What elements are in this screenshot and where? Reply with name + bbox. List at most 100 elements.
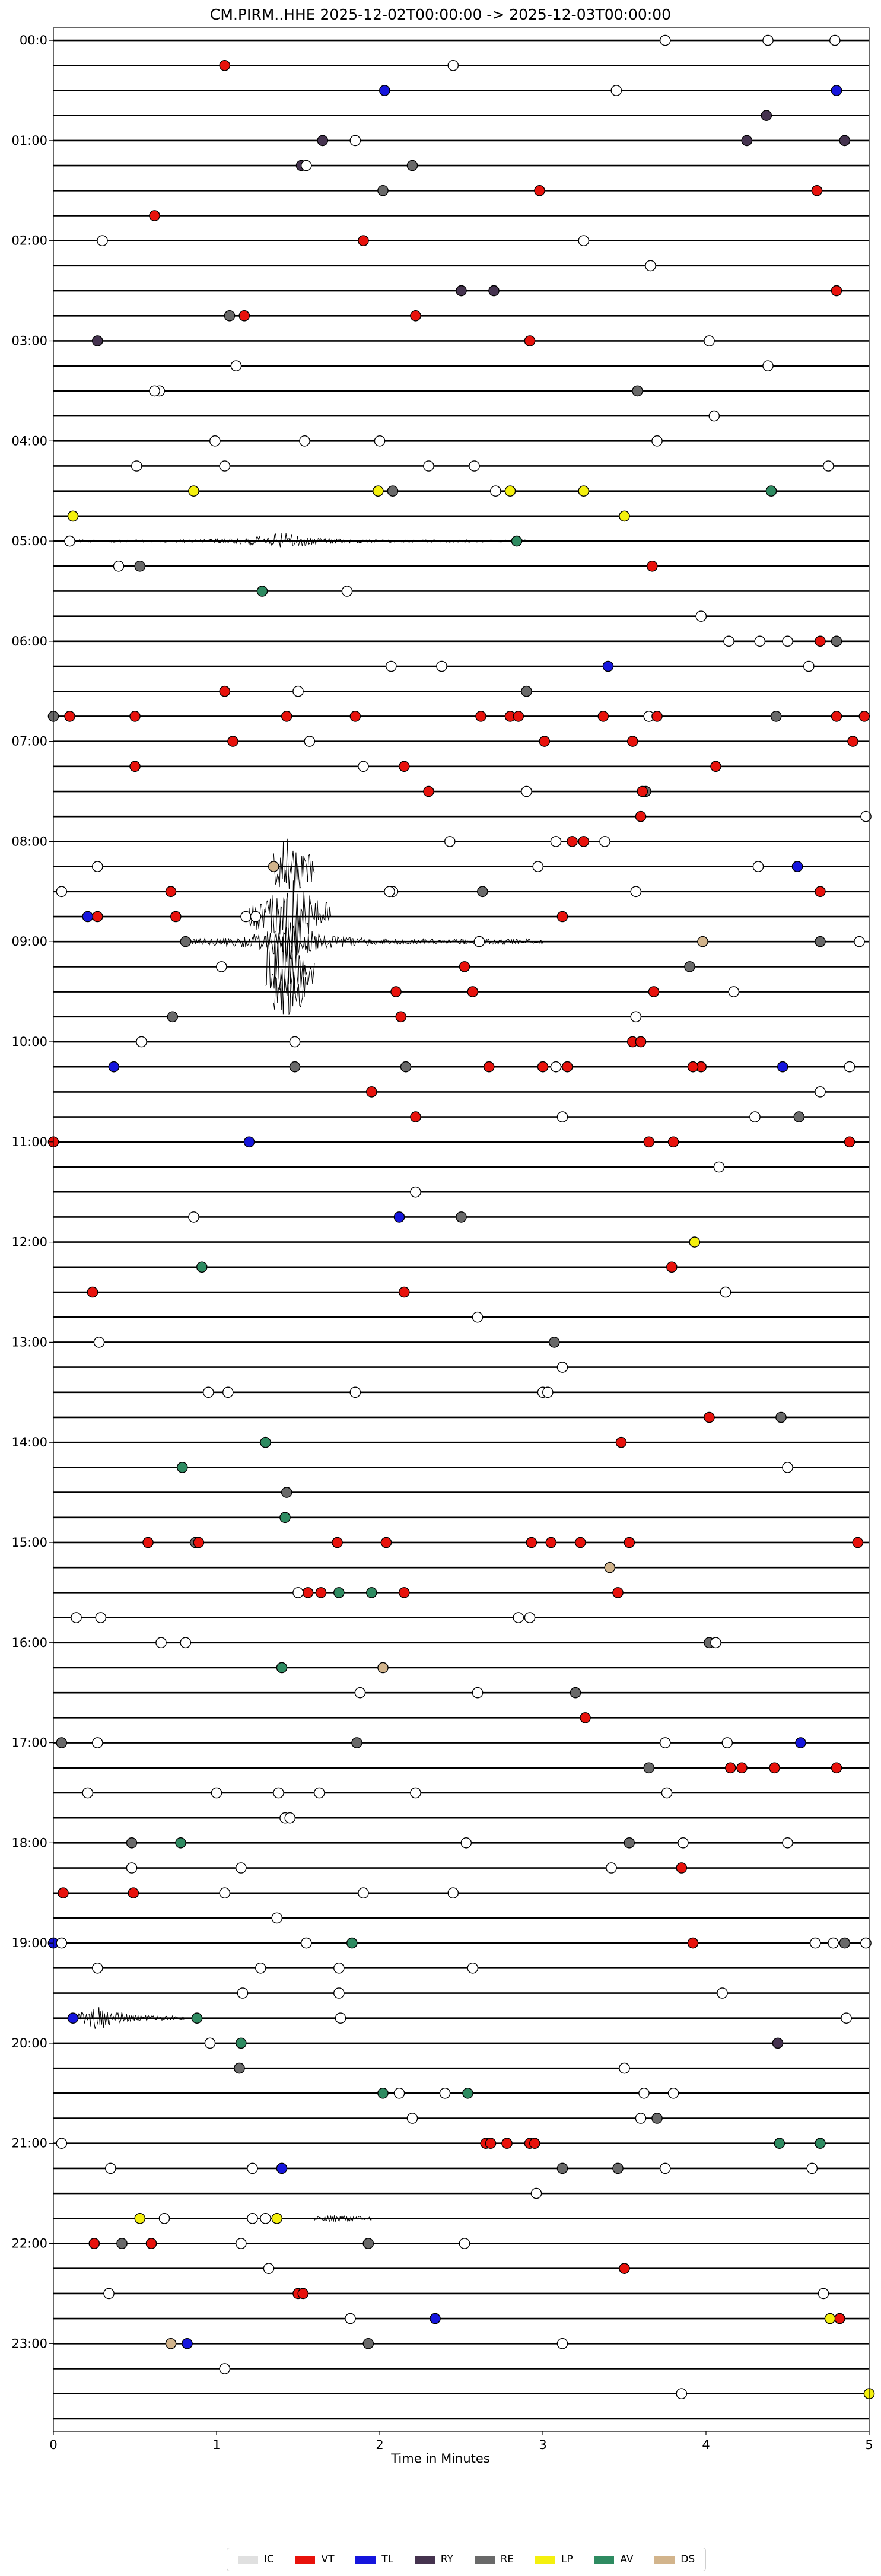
event-marker-re	[624, 1837, 635, 1849]
event-marker-re	[289, 1061, 301, 1073]
event-marker-ry	[456, 285, 467, 297]
legend-label: DS	[680, 2553, 695, 2565]
event-marker-ic	[345, 2313, 356, 2324]
event-marker-av	[765, 485, 777, 497]
event-marker-re	[556, 2162, 568, 2174]
event-marker-ic	[578, 235, 590, 247]
y-tick-label: 22:00	[11, 2237, 47, 2251]
event-marker-vt	[395, 1011, 407, 1023]
legend-label: IC	[263, 2553, 274, 2565]
event-marker-ic	[202, 1386, 214, 1398]
event-marker-av	[815, 2138, 826, 2149]
event-marker-ic	[349, 1386, 361, 1398]
event-marker-lp	[67, 510, 79, 522]
event-marker-ic	[678, 1837, 689, 1849]
event-marker-ic	[155, 1637, 167, 1649]
event-marker-ic	[818, 2288, 829, 2300]
event-marker-vt	[834, 2313, 845, 2324]
event-marker-vt	[736, 1762, 748, 1774]
event-marker-ic	[188, 1211, 199, 1223]
event-marker-ic	[354, 1687, 366, 1699]
event-marker-ic	[300, 1937, 312, 1949]
event-marker-ic	[71, 1612, 82, 1623]
event-marker-vt	[145, 2238, 157, 2249]
event-marker-ic	[667, 2087, 679, 2099]
event-marker-ic	[95, 1612, 107, 1623]
waveform-burst	[273, 969, 307, 1015]
event-marker-vt	[847, 736, 858, 747]
event-marker-vt	[475, 711, 486, 722]
x-tick-label: 4	[702, 2438, 710, 2452]
event-marker-vt	[676, 1862, 688, 1874]
event-marker-ry	[91, 335, 103, 346]
legend-label: LP	[561, 2553, 573, 2565]
event-marker-ic	[542, 1386, 554, 1398]
event-marker-ic	[630, 886, 642, 898]
event-marker-vt	[390, 986, 402, 997]
event-marker-ic	[708, 410, 720, 422]
event-marker-re	[770, 711, 782, 722]
event-marker-vt	[710, 761, 721, 772]
event-marker-tl	[243, 1136, 255, 1148]
event-marker-re	[126, 1837, 138, 1849]
event-marker-ds	[697, 936, 708, 947]
event-marker-av	[462, 2087, 473, 2099]
event-marker-ic	[635, 2113, 647, 2124]
event-marker-ic	[406, 2113, 418, 2124]
event-marker-ry	[839, 135, 851, 147]
event-marker-ic	[754, 635, 766, 647]
y-tick-label: 18:00	[11, 1836, 47, 1850]
event-marker-vt	[844, 1136, 855, 1148]
trace-lines	[53, 39, 869, 2420]
y-tick-label: 09:00	[11, 934, 47, 949]
waveform-burst	[249, 880, 331, 953]
event-marker-ic	[204, 2037, 216, 2049]
event-marker-lp	[578, 485, 590, 497]
event-marker-ic	[762, 360, 774, 372]
event-marker-ic	[341, 586, 353, 597]
event-marker-vt	[643, 1136, 655, 1148]
event-marker-ic	[64, 535, 75, 547]
event-marker-ic	[273, 1787, 284, 1799]
legend-item-ds: DS	[654, 2553, 695, 2565]
event-marker-vt	[399, 761, 410, 772]
event-marker-vt	[534, 185, 545, 196]
event-marker-ry	[741, 135, 753, 147]
event-marker-vt	[562, 1061, 573, 1073]
event-marker-ic	[695, 610, 707, 622]
event-marker-ic	[250, 911, 262, 923]
event-marker-ic	[752, 861, 764, 872]
event-marker-ic	[284, 1812, 296, 1824]
event-marker-ic	[444, 836, 456, 847]
legend-swatch	[654, 2555, 675, 2564]
y-tick-label: 07:00	[11, 734, 47, 749]
event-marker-ic	[358, 761, 369, 772]
event-marker-ic	[56, 886, 68, 898]
event-marker-vt	[64, 711, 75, 722]
event-marker-ic	[384, 886, 395, 898]
event-marker-ic	[292, 1587, 304, 1598]
event-marker-ry	[488, 285, 500, 297]
event-marker-ic	[661, 1787, 673, 1799]
event-marker-av	[279, 1512, 291, 1524]
event-marker-vt	[624, 1537, 635, 1548]
event-marker-ic	[235, 2238, 247, 2249]
event-marker-ds	[377, 1662, 389, 1674]
event-marker-ic	[447, 60, 459, 71]
event-marker-av	[235, 2037, 247, 2049]
event-marker-vt	[366, 1086, 377, 1098]
event-marker-ic	[550, 1061, 562, 1073]
event-marker-ic	[460, 1837, 472, 1849]
event-marker-ic	[556, 1362, 568, 1373]
event-marker-re	[793, 1111, 805, 1122]
event-marker-tl	[82, 911, 94, 923]
event-marker-vt	[297, 2288, 309, 2300]
event-marker-ic	[93, 1337, 105, 1348]
event-marker-vt	[302, 1587, 314, 1598]
event-marker-ic	[660, 1737, 671, 1748]
event-marker-ic	[247, 2212, 258, 2224]
event-marker-ic	[103, 2288, 115, 2300]
event-marker-vt	[129, 761, 141, 772]
event-marker-vt	[580, 1712, 591, 1723]
y-tick-label: 13:00	[11, 1335, 47, 1349]
